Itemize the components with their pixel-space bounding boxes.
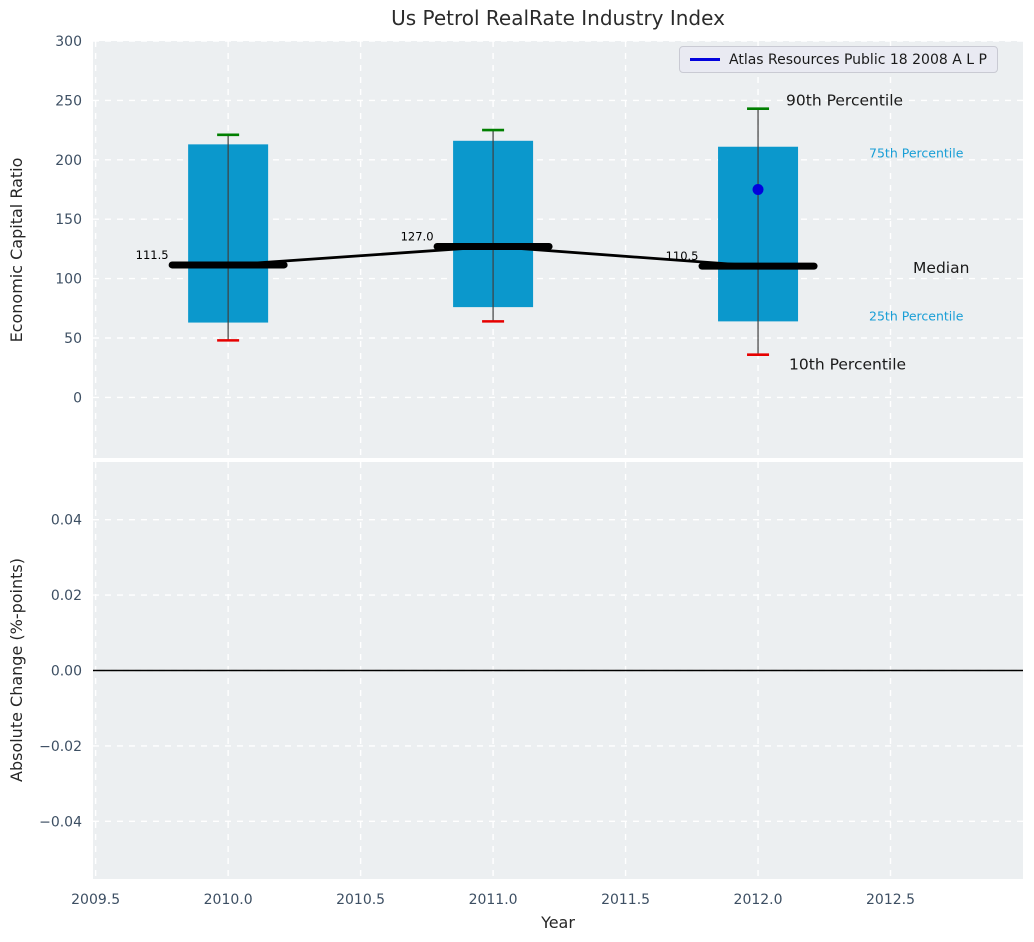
top-plot-annotations: 111.5 127.0 110.5 90th Percentile 75th Perce… <box>136 92 970 374</box>
legend-entry-label: Atlas Resources Public 18 2008 A L P <box>729 51 987 68</box>
median-value-label: 111.5 <box>136 248 169 262</box>
y-tick-label: 50 <box>64 331 82 347</box>
y-axis-label-bottom: Absolute Change (%-points) <box>7 558 26 782</box>
y-axis-label-top: Economic Capital Ratio <box>7 158 26 343</box>
median-value-label: 127.0 <box>401 230 434 244</box>
annotation-p10: 10th Percentile <box>789 356 906 374</box>
series-marker <box>752 184 764 196</box>
x-tick-label: 2011.0 <box>469 892 518 908</box>
x-tick-label: 2010.0 <box>204 892 253 908</box>
x-tick-label: 2009.5 <box>71 892 120 908</box>
legend-line-icon <box>690 58 720 61</box>
y-tick-label: 200 <box>55 153 82 169</box>
x-tick-label: 2012.0 <box>734 892 783 908</box>
top-plot-series <box>168 107 818 356</box>
annotation-median: Median <box>913 259 969 277</box>
median-value-label: 110.5 <box>666 249 699 263</box>
x-tick-label: 2010.5 <box>336 892 385 908</box>
y-tick-label: 0.04 <box>51 513 82 529</box>
y-tick-label: 150 <box>55 212 82 228</box>
y-tick-label: 0.00 <box>51 664 82 680</box>
y-tick-label: 300 <box>55 34 82 50</box>
y-tick-label: 0 <box>73 390 82 406</box>
annotation-p75: 75th Percentile <box>869 146 964 161</box>
legend: Atlas Resources Public 18 2008 A L P <box>679 46 998 73</box>
y-tick-label: −0.02 <box>39 739 82 755</box>
chart-title: Us Petrol RealRate Industry Index <box>391 6 725 30</box>
x-tick-label: 2012.5 <box>866 892 915 908</box>
y-tick-label: 250 <box>55 93 82 109</box>
y-tick-label: −0.04 <box>39 814 82 830</box>
x-tick-label: 2011.5 <box>601 892 650 908</box>
x-axis-label: Year <box>540 913 575 932</box>
top-axis-ticks: 300 250 200 150 100 50 0 <box>55 34 82 406</box>
annotation-p90: 90th Percentile <box>786 92 903 110</box>
annotation-p25: 25th Percentile <box>869 308 964 323</box>
y-tick-label: 100 <box>55 272 82 288</box>
y-tick-label: 0.02 <box>51 588 82 604</box>
bottom-axis-ticks: 0.04 0.02 0.00 −0.02 −0.04 2009.5 2010.0 2010.5… <box>39 513 915 908</box>
